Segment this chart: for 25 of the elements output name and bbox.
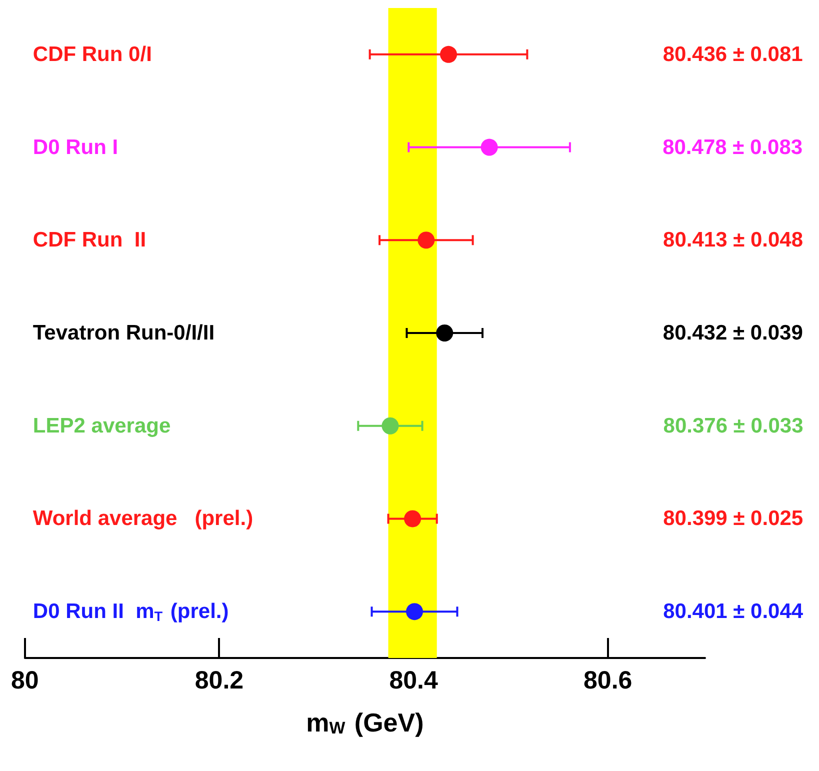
x-tick-label: 80.6 [584, 666, 632, 694]
x-axis-title: mW (GeV) [306, 707, 424, 738]
x-tick-label: 80.4 [389, 666, 438, 694]
y-tick-label: CDF Run II [32, 228, 146, 252]
data-label: 80.413 ± 0.048 [663, 228, 804, 252]
data-label: 80.432 ± 0.039 [662, 322, 803, 344]
point [406, 603, 423, 620]
data-label: 80.436 ± 0.081 [662, 42, 804, 66]
point [440, 46, 458, 63]
x-tick-label: 80.2 [194, 666, 244, 694]
y-tick-label: CDF Run 0/I [32, 42, 152, 66]
y-tick-label: D0 Run I [32, 136, 118, 159]
point [418, 232, 435, 249]
point [436, 324, 454, 342]
data-label: 80.399 ± 0.025 [663, 507, 804, 530]
point [382, 417, 399, 434]
data-label: 80.376 ± 0.033 [663, 414, 804, 438]
data-label: 80.401 ± 0.044 [663, 600, 804, 624]
point [480, 138, 498, 156]
point [404, 510, 422, 528]
y-tick-label: LEP2 average [32, 414, 171, 438]
x-tick-label: 80 [11, 666, 39, 694]
y-tick-label: Tevatron Run-0/I/II [32, 322, 215, 344]
data-label: 80.478 ± 0.083 [662, 136, 803, 159]
y-tick-label: World average (prel.) [32, 507, 254, 530]
